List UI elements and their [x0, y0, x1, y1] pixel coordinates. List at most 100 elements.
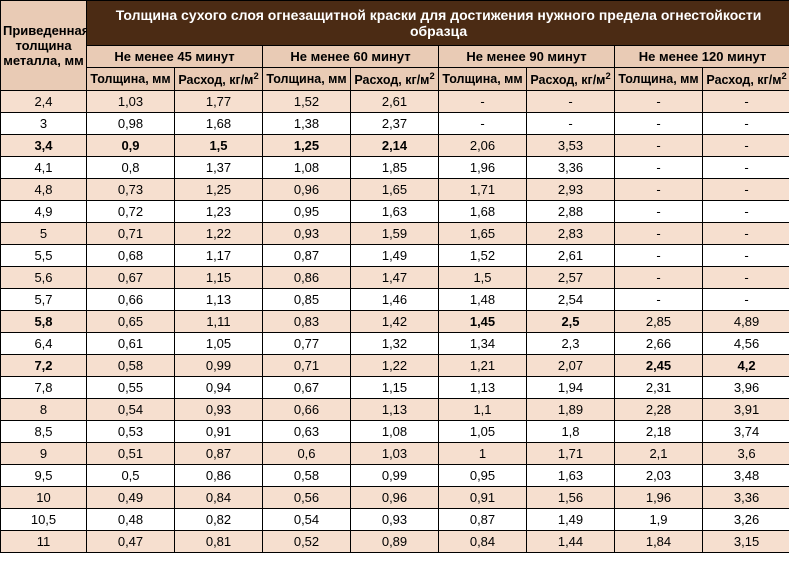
- cell: -: [703, 223, 789, 245]
- cell: 1,96: [615, 487, 703, 509]
- cell: 1,44: [527, 531, 615, 553]
- cell: -: [703, 201, 789, 223]
- cell: 0,73: [87, 179, 175, 201]
- cell: -: [703, 245, 789, 267]
- cell: 1,96: [439, 157, 527, 179]
- metal-thickness: 4,1: [1, 157, 87, 179]
- table-row: 5,80,651,110,831,421,452,52,854,89: [1, 311, 789, 333]
- cell: 0,66: [263, 399, 351, 421]
- table-row: 80,540,930,661,131,11,892,283,91: [1, 399, 789, 421]
- cell: 1,5: [439, 267, 527, 289]
- cell: 0,91: [175, 421, 263, 443]
- cell: 2,93: [527, 179, 615, 201]
- cell: 1,13: [439, 377, 527, 399]
- cell: 0,95: [263, 201, 351, 223]
- cell: 0,49: [87, 487, 175, 509]
- cell: 3,6: [703, 443, 789, 465]
- cell: 1,13: [175, 289, 263, 311]
- cell: 0,91: [439, 487, 527, 509]
- cell: 1,5: [175, 135, 263, 157]
- cell: 2,06: [439, 135, 527, 157]
- metal-thickness: 5,6: [1, 267, 87, 289]
- cell: 0,8: [87, 157, 175, 179]
- table-row: 100,490,840,560,960,911,561,963,36: [1, 487, 789, 509]
- table-row: 5,60,671,150,861,471,52,57--: [1, 267, 789, 289]
- cell: -: [615, 201, 703, 223]
- cell: 1,34: [439, 333, 527, 355]
- cell: 0,93: [175, 399, 263, 421]
- sub-thickness: Толщина, мм: [263, 68, 351, 91]
- cell: 1,15: [351, 377, 439, 399]
- cell: 2,14: [351, 135, 439, 157]
- sub-consumption: Расход, кг/м2: [527, 68, 615, 91]
- cell: 1,49: [351, 245, 439, 267]
- cell: 2,61: [351, 91, 439, 113]
- cell: -: [615, 267, 703, 289]
- cell: 0,47: [87, 531, 175, 553]
- metal-thickness: 8: [1, 399, 87, 421]
- sub-thickness: Толщина, мм: [439, 68, 527, 91]
- cell: -: [615, 91, 703, 113]
- cell: 0,86: [175, 465, 263, 487]
- cell: 2,54: [527, 289, 615, 311]
- group-45: Не менее 45 минут: [87, 46, 263, 68]
- metal-thickness: 11: [1, 531, 87, 553]
- cell: 0,67: [87, 267, 175, 289]
- cell: -: [703, 91, 789, 113]
- table-row: 3,40,91,51,252,142,063,53--: [1, 135, 789, 157]
- row-header: Приведенная толщина металла, мм: [1, 1, 87, 91]
- cell: 1,22: [351, 355, 439, 377]
- cell: 3,96: [703, 377, 789, 399]
- cell: 1,65: [351, 179, 439, 201]
- cell: 3,91: [703, 399, 789, 421]
- cell: 1,42: [351, 311, 439, 333]
- sub-consumption: Расход, кг/м2: [703, 68, 789, 91]
- sub-thickness: Толщина, мм: [87, 68, 175, 91]
- cell: 1,8: [527, 421, 615, 443]
- cell: -: [615, 113, 703, 135]
- cell: 2,83: [527, 223, 615, 245]
- metal-thickness: 5,7: [1, 289, 87, 311]
- cell: -: [439, 113, 527, 135]
- cell: 1,15: [175, 267, 263, 289]
- cell: -: [703, 267, 789, 289]
- cell: 1: [439, 443, 527, 465]
- sub-consumption: Расход, кг/м2: [175, 68, 263, 91]
- metal-thickness: 9: [1, 443, 87, 465]
- cell: 1,47: [351, 267, 439, 289]
- cell: 0,82: [175, 509, 263, 531]
- metal-thickness: 5: [1, 223, 87, 245]
- cell: 1,05: [439, 421, 527, 443]
- cell: -: [703, 157, 789, 179]
- cell: 3,74: [703, 421, 789, 443]
- cell: 1,17: [175, 245, 263, 267]
- cell: 4,2: [703, 355, 789, 377]
- cell: 1,22: [175, 223, 263, 245]
- metal-thickness: 4,8: [1, 179, 87, 201]
- metal-thickness: 9,5: [1, 465, 87, 487]
- cell: 0,63: [263, 421, 351, 443]
- cell: 3,36: [703, 487, 789, 509]
- table-row: 5,70,661,130,851,461,482,54--: [1, 289, 789, 311]
- table-row: 9,50,50,860,580,990,951,632,033,48: [1, 465, 789, 487]
- metal-thickness: 2,4: [1, 91, 87, 113]
- table-row: 5,50,681,170,871,491,522,61--: [1, 245, 789, 267]
- cell: 1,71: [439, 179, 527, 201]
- cell: 2,66: [615, 333, 703, 355]
- cell: 0,6: [263, 443, 351, 465]
- cell: 0,58: [87, 355, 175, 377]
- cell: 0,48: [87, 509, 175, 531]
- cell: 0,51: [87, 443, 175, 465]
- cell: 0,5: [87, 465, 175, 487]
- metal-thickness: 5,5: [1, 245, 87, 267]
- cell: 2,18: [615, 421, 703, 443]
- cell: 0,84: [439, 531, 527, 553]
- cell: -: [703, 113, 789, 135]
- cell: 0,87: [439, 509, 527, 531]
- cell: 1,25: [263, 135, 351, 157]
- cell: 0,55: [87, 377, 175, 399]
- table-row: 4,90,721,230,951,631,682,88--: [1, 201, 789, 223]
- cell: -: [703, 135, 789, 157]
- cell: 2,88: [527, 201, 615, 223]
- cell: 0,96: [263, 179, 351, 201]
